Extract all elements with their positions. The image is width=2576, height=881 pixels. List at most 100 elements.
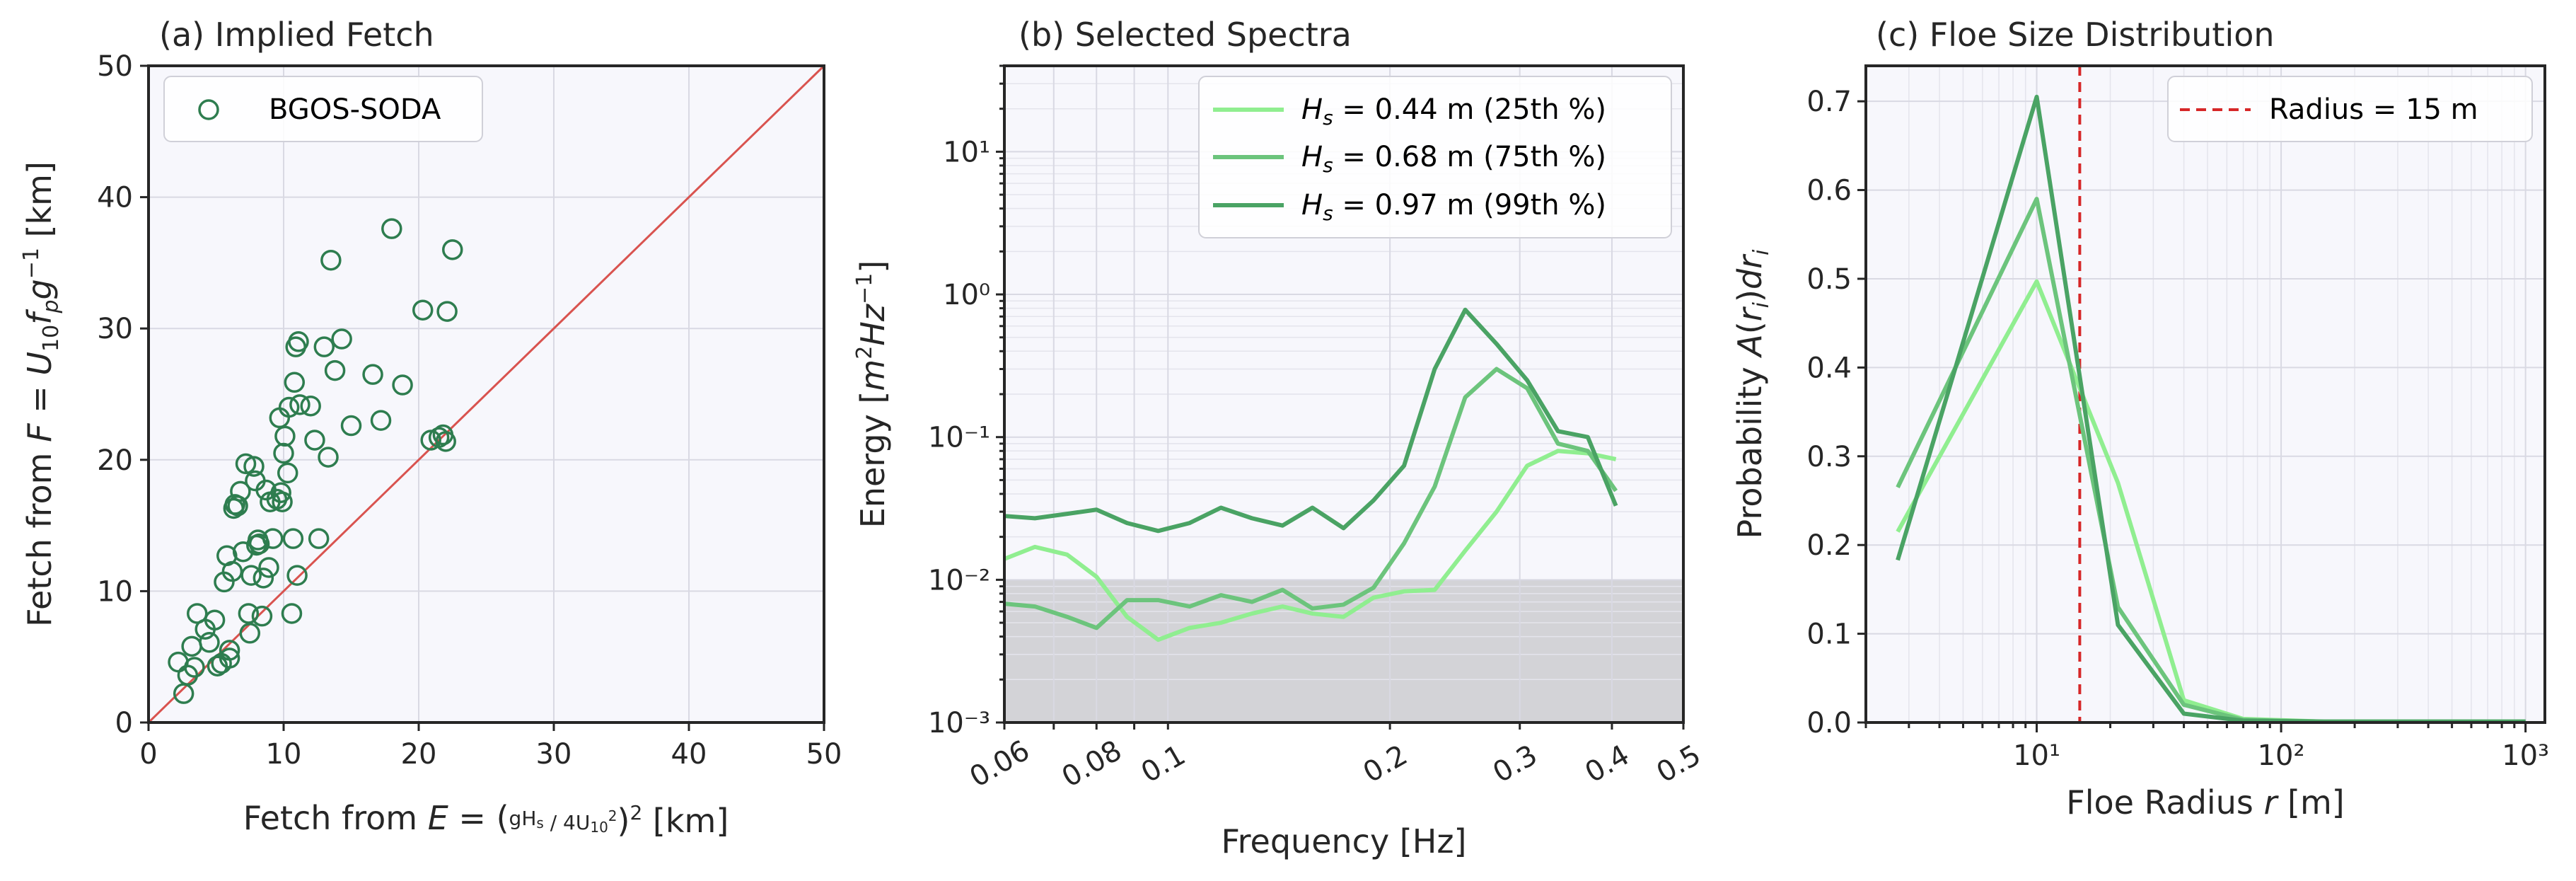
x-tick-label: 10 xyxy=(266,738,302,771)
panel-a-legend: BGOS-SODA xyxy=(163,76,483,142)
x-tick-label: 30 xyxy=(536,738,572,771)
panel-c-legend: Radius = 15 m xyxy=(2167,76,2533,142)
y-tick-label: 10⁰ xyxy=(943,279,990,311)
legend-entry-99th: Hs = 0.97 m (99th %) xyxy=(1301,189,1606,225)
panel-a-legend-box xyxy=(163,76,483,142)
scatter-point xyxy=(272,491,293,512)
scatter-point xyxy=(300,395,321,417)
panel-c-background xyxy=(1866,66,2545,722)
scatter-point xyxy=(381,218,402,239)
x-tick-label: 0.2 xyxy=(1358,739,1413,790)
scatter-point xyxy=(286,565,308,586)
y-tick-label: 10¹ xyxy=(943,136,990,168)
panel-a-legend-label: BGOS-SODA xyxy=(269,93,441,126)
scatter-point xyxy=(340,415,362,437)
scatter-point xyxy=(442,239,463,260)
spectrum-line-1 xyxy=(1003,449,1617,643)
y-tick-label: 10⁻¹ xyxy=(928,422,990,454)
panel-c-grid xyxy=(1865,66,2545,723)
y-tick-label: 0.2 xyxy=(1806,529,1852,562)
x-tick-label: 20 xyxy=(401,738,437,771)
y-tick-label: 50 xyxy=(97,50,133,83)
scatter-point xyxy=(230,480,251,502)
scatter-point xyxy=(219,647,240,669)
panel-c-legend-box xyxy=(2167,76,2533,142)
panel-a-frame xyxy=(147,64,825,724)
spectrum-line-3 xyxy=(1004,307,1618,534)
scatter-point xyxy=(370,410,392,431)
scatter-point xyxy=(362,364,383,385)
legend-entry-25th: Hs = 0.44 m (25th %) xyxy=(1301,93,1606,129)
scatter-point xyxy=(238,603,260,624)
x-tick-label: 40 xyxy=(671,738,707,771)
y-tick-label: 0.1 xyxy=(1806,618,1852,651)
x-tick-label: 0.08 xyxy=(1057,735,1127,794)
scatter-point xyxy=(274,425,296,447)
scatter-point xyxy=(221,560,243,582)
panel-b-legend: Hs = 0.44 m (25th %) Hs = 0.68 m (75th %… xyxy=(1198,76,1672,238)
panel-b-ylabel: Energy [m2Hz−1] xyxy=(852,260,892,528)
scatter-point xyxy=(248,533,270,555)
x-tick-label: 10³ xyxy=(2502,739,2549,772)
panel-a-xlabel: Fetch from E = (gHs / 4U102)2 [km] xyxy=(243,799,729,840)
x-tick-label: 0.06 xyxy=(964,735,1035,794)
panel-a-one-to-one-line xyxy=(147,64,825,724)
scatter-point xyxy=(420,430,441,451)
scatter-point xyxy=(204,609,226,630)
y-tick-label: 40 xyxy=(97,182,133,214)
scatter-point xyxy=(184,657,205,678)
scatter-point xyxy=(392,374,413,396)
scatter-point xyxy=(262,528,284,549)
panel-b: 10⁻³ 10⁻² 10⁻¹ 10⁰ 10¹ 0.06 0.08 0.1 0.2 0.3 0.4 0.… xyxy=(852,16,1707,860)
panel-a: 0 10 20 30 40 50 0 10 20 30 40 50 (a) Implied Fetch… xyxy=(19,16,842,840)
x-tick-label: 0.1 xyxy=(1136,739,1191,790)
spectrum-line-2 xyxy=(1004,367,1618,630)
panel-b-xlabel: Frequency [Hz] xyxy=(1222,822,1467,860)
panel-b-title: (b) Selected Spectra xyxy=(1019,16,1352,54)
panel-b-series xyxy=(1003,307,1618,643)
scatter-point xyxy=(278,396,300,418)
scatter-point xyxy=(232,541,254,563)
y-tick-label: 0.0 xyxy=(1806,707,1852,739)
scatter-point xyxy=(436,301,458,322)
panel-b-legend-box xyxy=(1198,76,1672,238)
y-tick-label: 0.4 xyxy=(1806,352,1852,384)
scatter-point xyxy=(308,528,330,549)
y-tick-label: 0.3 xyxy=(1806,441,1852,473)
panel-a-ylabel: Fetch from F = U10fpg−1 [km] xyxy=(19,161,64,627)
scatter-point xyxy=(239,623,260,644)
scatter-point xyxy=(281,603,303,624)
legend-entry-75th: Hs = 0.68 m (75th %) xyxy=(1301,141,1606,177)
panel-c-xlabel: Floe Radius r [m] xyxy=(2066,783,2344,822)
panel-c-frame xyxy=(1864,64,2546,724)
scatter-point xyxy=(435,431,456,452)
y-tick-label: 10⁻³ xyxy=(928,707,990,739)
scatter-point xyxy=(258,557,279,578)
panel-b-legend-items: Hs = 0.44 m (25th %) Hs = 0.68 m (75th %… xyxy=(1213,93,1606,225)
scatter-point xyxy=(284,372,306,393)
scatter-point xyxy=(240,565,262,586)
scatter-point xyxy=(318,447,339,468)
y-tick-label: 0 xyxy=(115,707,133,739)
scatter-point xyxy=(331,328,352,350)
scatter-point xyxy=(304,430,325,451)
y-tick-label: 10 xyxy=(97,575,133,608)
scatter-point xyxy=(199,632,220,653)
panel-a-ticks: 0 10 20 30 40 50 0 10 20 30 40 50 xyxy=(97,50,842,771)
panel-a-points xyxy=(168,218,463,704)
x-tick-label: 0.4 xyxy=(1579,739,1635,790)
scatter-point xyxy=(253,568,274,589)
scatter-point xyxy=(243,456,265,477)
scatter-point xyxy=(282,528,304,549)
scatter-point xyxy=(324,359,346,381)
x-tick-label: 50 xyxy=(806,738,842,771)
x-tick-label: 0.3 xyxy=(1487,739,1543,790)
scatter-point xyxy=(219,640,240,661)
panel-c-legend-label: Radius = 15 m xyxy=(2269,93,2478,126)
scatter-point xyxy=(235,453,257,475)
panel-b-noise-floor-region xyxy=(1004,580,1683,722)
x-tick-label: 0.5 xyxy=(1651,739,1706,790)
panel-c: 10¹ 10² 10³ 0.0 0.1 0.2 0.3 0.4 0.5 0.6 0.7 (c) Fl… xyxy=(1731,16,2549,822)
panel-c-ylabel: Probability A(ri)dri xyxy=(1731,249,1774,539)
